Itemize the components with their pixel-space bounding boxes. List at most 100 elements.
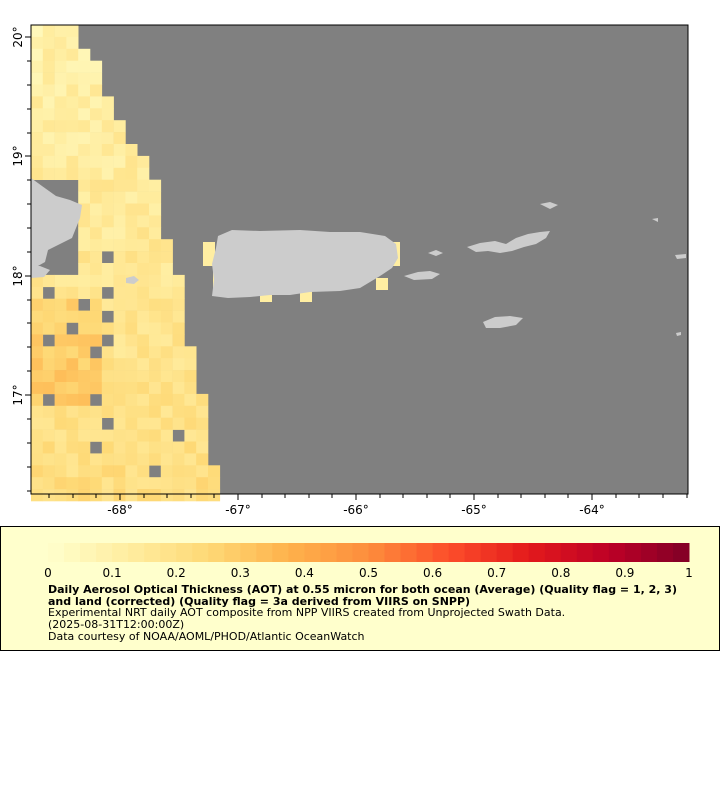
colorbar-step [112, 543, 129, 562]
colorbar-step [560, 543, 578, 562]
anegada-island [540, 202, 558, 209]
aot-cell [125, 263, 138, 276]
aot-cell [90, 417, 103, 430]
aot-cell [160, 274, 173, 288]
aot-cell [42, 96, 55, 109]
aot-cell [42, 144, 55, 157]
aot-cell [54, 393, 67, 407]
aot-cell [42, 405, 55, 418]
colorbar-step [320, 543, 337, 562]
aot-cell [31, 346, 44, 359]
aot-cell [125, 477, 138, 490]
aot-cell [196, 453, 209, 466]
aot-cell [113, 251, 126, 264]
aot-cell [125, 393, 138, 407]
aot-cell [172, 286, 185, 299]
aot-cell [90, 132, 103, 145]
aot-cell [101, 298, 114, 311]
aot-cell [172, 298, 185, 311]
aot-cell [78, 108, 91, 121]
colorbar-step [64, 543, 81, 562]
aot-cell [54, 465, 67, 478]
aot-cell [54, 286, 67, 299]
aot-cell [54, 477, 67, 490]
aot-cell [149, 429, 162, 442]
aot-cell [101, 465, 114, 478]
aot-cell [125, 370, 138, 383]
aot-cell [31, 489, 44, 502]
aot-cell [78, 417, 91, 430]
aot-cell [78, 453, 91, 466]
aot-cell [78, 96, 91, 109]
aot-cell [101, 120, 114, 133]
aot-cell [101, 346, 114, 359]
aot-cell [160, 346, 173, 359]
aot-cell [208, 465, 221, 478]
aot-cell [196, 465, 209, 478]
aot-cell [149, 417, 162, 430]
aot-cell [31, 334, 44, 347]
aot-cell [54, 274, 67, 288]
aot-cell [160, 465, 173, 478]
aot-cell [90, 60, 103, 73]
aot-cell [149, 239, 162, 252]
aot-cell [54, 382, 67, 395]
aot-cell [137, 274, 150, 288]
aot-cell [184, 453, 197, 466]
aot-cell [90, 72, 103, 85]
lon-tick-label: -65° [461, 503, 487, 517]
colorbar-step [656, 543, 674, 562]
aot-cell [90, 84, 103, 97]
aot-cell [66, 358, 79, 371]
land-masses [31, 178, 686, 336]
aot-cell [31, 96, 44, 109]
aot-cell [31, 132, 44, 145]
legend-credit: Data courtesy of NOAA/AOML/PHOD/Atlantic… [48, 630, 365, 643]
aot-cell [149, 274, 162, 288]
aot-cell [172, 358, 185, 371]
aot-cell [101, 203, 114, 216]
aot-cell [113, 215, 126, 228]
aot-cell [101, 191, 114, 204]
aot-cell [101, 370, 114, 383]
aot-cell [137, 429, 150, 442]
aot-cell [31, 120, 44, 133]
aot-cell [196, 489, 209, 502]
aot-cell [149, 453, 162, 466]
aot-cell [125, 167, 138, 180]
aot-cell [172, 334, 185, 347]
aot-cell [101, 429, 114, 442]
aot-cell [66, 36, 79, 50]
aot-cell [54, 144, 67, 157]
aot-cell [137, 334, 150, 347]
colorbar-step [144, 543, 161, 562]
aot-cell [31, 155, 44, 169]
aot-cell [172, 477, 185, 490]
colorbar-tick-label: 0.4 [295, 566, 314, 580]
aot-cell [42, 370, 55, 383]
aot-cell [113, 310, 126, 323]
aot-cell [78, 144, 91, 157]
aot-cell [160, 322, 173, 335]
anguilla-island [675, 254, 686, 259]
aot-cell [90, 251, 103, 264]
aot-cell [137, 453, 150, 466]
aot-cell [160, 298, 173, 311]
aot-cell [78, 358, 91, 371]
aot-cell [78, 370, 91, 383]
aot-cell [125, 405, 138, 418]
aot-cell [149, 382, 162, 395]
aot-cell [54, 25, 67, 38]
aot-cell [101, 441, 114, 454]
aot-cell [160, 429, 173, 442]
aot-cell [90, 263, 103, 276]
aot-cell [66, 60, 79, 73]
aot-cell [149, 263, 162, 276]
aot-cell [137, 155, 150, 169]
aot-cell [54, 453, 67, 466]
aot-cell [125, 286, 138, 299]
aot-cell [54, 298, 67, 311]
aot-cell [160, 334, 173, 347]
aot-cell [66, 144, 79, 157]
aot-cell [172, 310, 185, 323]
